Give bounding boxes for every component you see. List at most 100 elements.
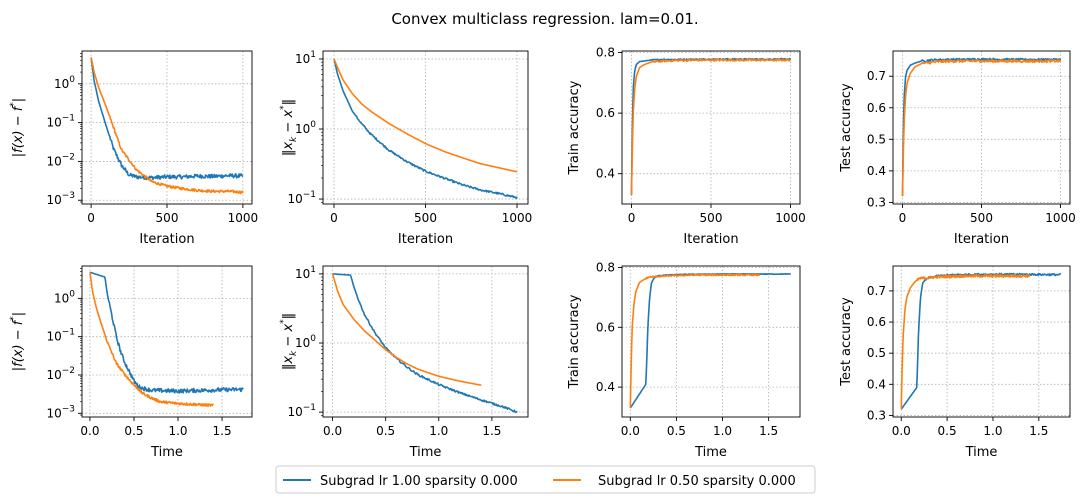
y-tick-label: 0.3 [867, 408, 886, 422]
y-axis-label: |f(x) − f*| [9, 98, 26, 157]
x-tick-label: 1000 [228, 211, 259, 225]
x-tick-label: 0.5 [124, 424, 143, 438]
y-tick-label: 0.6 [596, 320, 615, 334]
legend-label-lr100: Subgrad lr 1.00 sparsity 0.000 [320, 474, 518, 489]
figure-title: Convex multiclass regression. lam=0.01. [391, 10, 698, 28]
x-tick-label: 0 [628, 211, 636, 225]
y-tick-label: 0.4 [867, 164, 886, 178]
x-axis-label: Iteration [398, 232, 453, 247]
x-tick-label: 0.0 [621, 424, 640, 438]
subplot-fgap-iter: 0 500 1000 10−3 10−2 10−1 100 Iteration |f(x) − … [9, 50, 259, 247]
x-tick-label: 1.0 [983, 424, 1002, 438]
series-line-lr050 [901, 59, 1061, 197]
x-tick-label: 500 [156, 211, 179, 225]
x-tick-label: 1.0 [168, 424, 187, 438]
series-line-lr100 [629, 273, 791, 409]
y-tick-label: 0.4 [596, 167, 615, 181]
y-axis-label: ‖xk − x*‖ [279, 313, 299, 370]
y-tick-label: 10−1 [46, 328, 75, 344]
y-tick-label: 0.8 [596, 46, 615, 60]
x-tick-label: 0.5 [667, 424, 686, 438]
x-tick-label: 1000 [775, 211, 806, 225]
x-tick-label: 1.5 [482, 424, 501, 438]
y-tick-label: 0.5 [867, 132, 886, 146]
y-tick-label: 0.8 [596, 260, 615, 274]
y-tick-label: 0.4 [867, 377, 886, 391]
series-line-lr050 [629, 273, 760, 409]
x-axis-label: Time [965, 445, 998, 460]
x-tick-label: 0.5 [938, 424, 957, 438]
series-line-lr100 [90, 57, 244, 181]
x-tick-label: 500 [414, 211, 437, 225]
y-tick-label: 100 [295, 334, 316, 350]
series-line-lr050 [89, 272, 214, 408]
axes-frame [621, 265, 801, 418]
x-tick-label: 1.5 [1029, 424, 1048, 438]
y-tick-label: 101 [295, 265, 316, 281]
subplot-fgap-time: 0.0 0.5 1.0 1.5 10−3 10−2 10−1 100 Time |f(x) − f… [9, 265, 253, 460]
series-line-lr100 [900, 272, 1062, 410]
x-axis-label: Time [150, 445, 183, 460]
y-axis-label: Train accuracy [567, 80, 582, 175]
y-tick-label: 0.5 [867, 346, 886, 360]
legend-frame [275, 465, 816, 494]
x-tick-label: 500 [970, 211, 993, 225]
y-tick-label: 10−3 [46, 191, 75, 207]
y-tick-label: 0.6 [596, 106, 615, 120]
y-tick-label: 10−3 [46, 404, 75, 420]
x-axis-label: Iteration [954, 232, 1009, 247]
y-tick-label: 10−1 [287, 403, 316, 419]
x-axis-label: Iteration [139, 232, 194, 247]
x-tick-label: 1.5 [759, 424, 778, 438]
subplot-xgap-time: 0.0 0.5 1.0 1.5 10−1 100 101 Time ‖xk − x*‖ [279, 265, 529, 460]
x-tick-label: 1000 [1045, 211, 1076, 225]
x-tick-label: 0.0 [323, 424, 342, 438]
y-tick-label: 0.7 [867, 69, 886, 83]
y-tick-label: 0.3 [867, 195, 886, 209]
x-tick-label: 0 [899, 211, 907, 225]
y-axis-label: Train accuracy [567, 294, 582, 389]
series-line-lr100 [332, 273, 518, 414]
series-line-lr050 [900, 273, 1031, 410]
y-tick-label: 100 [54, 289, 75, 305]
y-axis-label: ‖xk − x*‖ [279, 99, 299, 156]
x-tick-label: 1000 [502, 211, 533, 225]
x-tick-label: 1.5 [213, 424, 232, 438]
subplot-xgap-iter: 0 500 1000 10−1 100 101 Iteration ‖xk − x*‖ [279, 50, 532, 247]
x-tick-label: 0.0 [80, 424, 99, 438]
y-tick-label: 10−2 [46, 152, 75, 168]
x-axis-label: Iteration [683, 232, 738, 247]
axes-frame [81, 265, 253, 418]
y-axis-label: |f(x) − f*| [9, 312, 26, 371]
series-line-lr050 [630, 58, 792, 195]
y-tick-label: 10−2 [46, 366, 75, 382]
y-tick-label: 0.6 [867, 101, 886, 115]
series-line-lr050 [331, 273, 482, 386]
axes-frame [322, 265, 529, 418]
x-tick-label: 1.0 [429, 424, 448, 438]
series-line-lr050 [333, 58, 518, 173]
x-tick-label: 0.0 [892, 424, 911, 438]
x-tick-label: 0.5 [376, 424, 395, 438]
series-line-lr050 [90, 57, 244, 195]
y-tick-label: 10−1 [287, 190, 316, 206]
x-axis-label: Time [694, 445, 727, 460]
series-line-lr100 [89, 271, 244, 394]
x-axis-label: Time [409, 445, 442, 460]
subplot-train-time: 0.0 0.5 1.0 1.5 0.4 0.6 0.8 Time Train accuracy [567, 260, 801, 460]
axes-frame [892, 265, 1071, 418]
y-axis-label: Test accuracy [839, 297, 854, 387]
y-axis-label: Test accuracy [839, 83, 854, 173]
legend: Subgrad lr 1.00 sparsity 0.000 Subgrad l… [275, 465, 816, 494]
x-tick-label: 0 [87, 211, 95, 225]
subplot-test-time: 0.0 0.5 1.0 1.5 0.3 0.4 0.5 0.6 0.7 Time Test accu… [839, 265, 1071, 460]
y-tick-label: 100 [54, 75, 75, 91]
subplot-test-iter: 0 500 1000 0.3 0.4 0.5 0.6 0.7 Iteration Test acc… [839, 50, 1076, 247]
x-tick-label: 1.0 [713, 424, 732, 438]
x-tick-label: 500 [700, 211, 723, 225]
subplot-train-iter: 0 500 1000 0.4 0.6 0.8 Iteration Train accuracy [567, 46, 806, 247]
legend-label-lr050: Subgrad lr 0.50 sparsity 0.000 [598, 474, 796, 489]
y-tick-label: 0.4 [596, 380, 615, 394]
y-tick-label: 0.7 [867, 284, 886, 298]
